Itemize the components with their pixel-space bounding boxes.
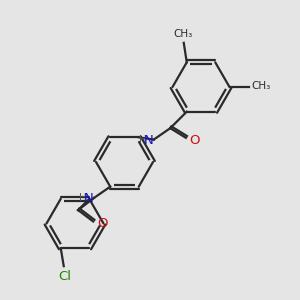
Text: O: O	[190, 134, 200, 147]
Text: Cl: Cl	[58, 270, 71, 283]
Text: CH₃: CH₃	[251, 80, 270, 91]
Text: H: H	[140, 135, 147, 145]
Text: O: O	[97, 218, 107, 230]
Text: N: N	[83, 192, 93, 205]
Text: N: N	[143, 134, 153, 147]
Text: CH₃: CH₃	[173, 29, 193, 39]
Text: H: H	[80, 193, 87, 203]
